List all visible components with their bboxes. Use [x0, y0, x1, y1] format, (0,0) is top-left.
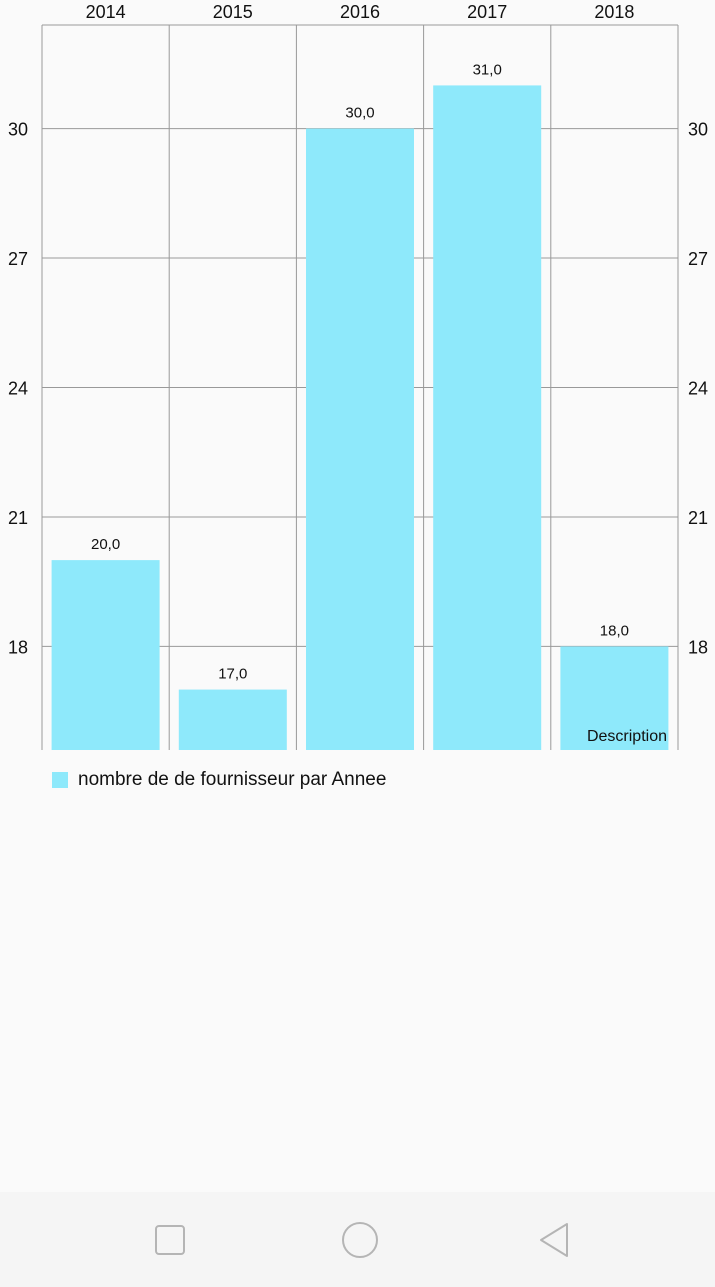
bar-chart: 20,0 17,0 30,0 31,0 18,0 2014 2015 2016 2017 2018…	[8, 2, 708, 751]
data-label: 18,0	[600, 622, 629, 639]
y-tick-label-right: 30	[688, 120, 708, 140]
y-tick-label-left: 27	[8, 249, 28, 269]
chart-legend: nombre de de fournisseur par Annee	[52, 768, 386, 792]
legend-label: nombre de de fournisseur par Annee	[78, 769, 387, 790]
y-tick-label-right: 24	[688, 379, 708, 399]
recents-button[interactable]	[142, 1212, 198, 1268]
data-label: 30,0	[345, 105, 374, 122]
legend-swatch	[52, 772, 68, 788]
y-tick-label-left: 30	[8, 120, 28, 140]
x-tick-label: 2015	[213, 2, 253, 22]
bar-2017	[433, 85, 542, 750]
y-tick-label-left: 18	[8, 637, 28, 657]
y-tick-label-right: 27	[688, 249, 708, 269]
y-tick-label-right: 21	[688, 508, 708, 528]
bar-2018	[560, 646, 669, 750]
y-tick-label-right: 18	[688, 637, 708, 657]
triangle-back-icon	[540, 1223, 568, 1257]
y-tick-label-left: 21	[8, 508, 28, 528]
square-icon	[155, 1225, 185, 1255]
x-tick-label: 2014	[86, 2, 126, 22]
circle-icon	[342, 1222, 378, 1258]
data-label: 17,0	[218, 666, 247, 683]
bar-2015	[178, 689, 287, 750]
back-button[interactable]	[526, 1212, 582, 1268]
bar-2016	[306, 128, 414, 751]
navigation-bar	[0, 1192, 715, 1287]
data-label: 20,0	[91, 536, 120, 553]
home-button[interactable]	[332, 1212, 388, 1268]
bar-2014	[51, 560, 160, 750]
data-label: 31,0	[473, 61, 502, 78]
x-tick-label: 2018	[594, 2, 634, 22]
x-tick-label: 2017	[467, 2, 507, 22]
chart-description: Description	[587, 728, 667, 745]
y-tick-label-left: 24	[8, 379, 28, 399]
x-tick-label: 2016	[340, 2, 380, 22]
